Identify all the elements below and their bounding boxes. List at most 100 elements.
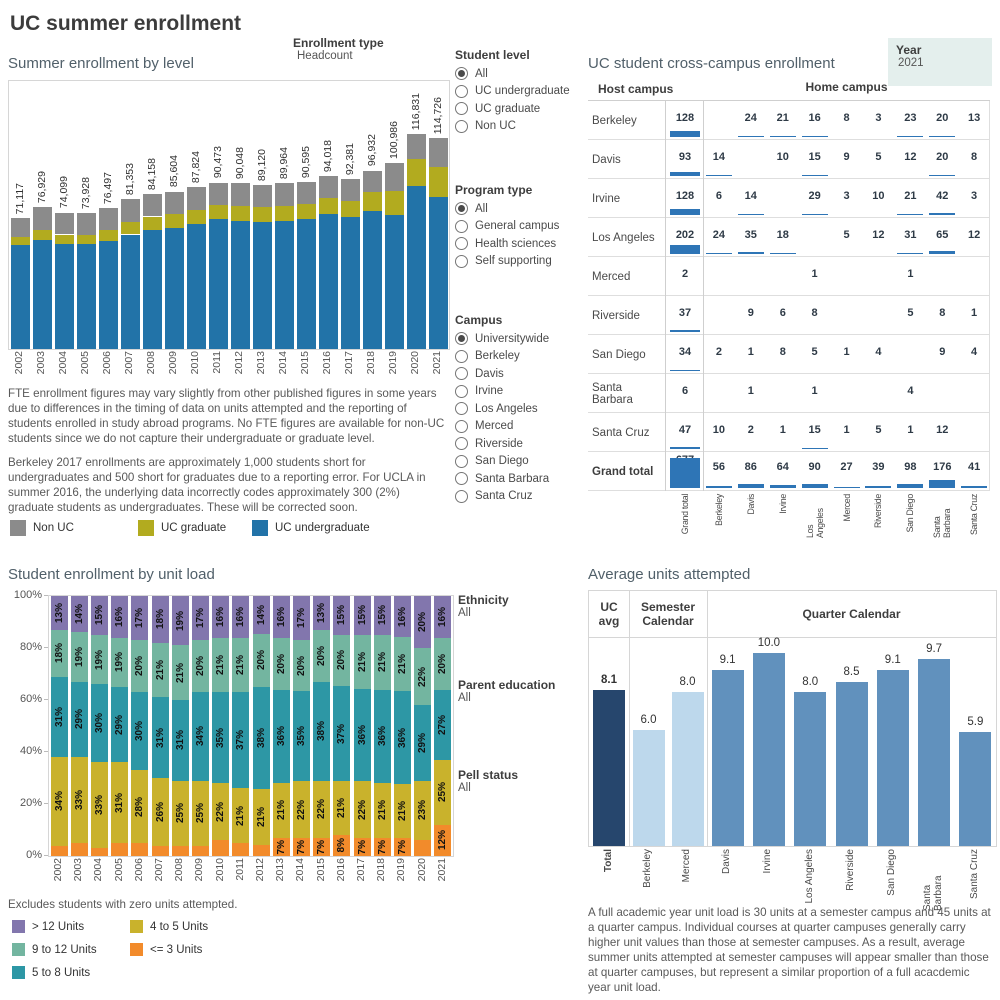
matrix-cell-value[interactable]: 15 [808,424,821,436]
enrollment-bar-segment[interactable] [362,210,382,349]
unit-load-segment[interactable] [414,840,432,856]
radio-selected-icon[interactable] [455,332,468,346]
matrix-cell-bar[interactable] [705,174,732,176]
matrix-cell-bar[interactable] [705,252,732,254]
unit-load-segment[interactable] [111,687,129,763]
unit-load-segment[interactable] [70,596,88,633]
matrix-cell-value[interactable]: 4 [971,346,978,358]
unit-load-segment[interactable] [272,596,290,638]
avg-units-bar-santa-cruz[interactable] [959,732,992,846]
filter-value[interactable]: All [458,782,471,794]
matrix-cell-value[interactable]: 15 [808,151,821,163]
unit-load-segment[interactable] [394,691,411,784]
enrollment-bar-segment[interactable] [406,134,426,159]
enrollment-bar-segment[interactable] [208,219,228,349]
grand-total-bar[interactable] [670,446,700,449]
unit-load-segment[interactable] [373,689,391,784]
enrollment-bar-segment[interactable] [318,214,338,349]
avg-units-bar-merced[interactable] [671,691,704,846]
enrollment-bar-segment[interactable] [54,234,74,245]
unit-load-segment[interactable] [252,789,270,846]
radio-option-student-level-all[interactable]: All [455,65,570,83]
unit-load-segment[interactable] [394,637,411,692]
unit-load-segment[interactable] [313,780,331,838]
enrollment-bar-segment[interactable] [252,207,272,222]
enrollment-bar-segment[interactable] [186,223,206,349]
enrollment-bar-segment[interactable] [340,201,360,218]
unit-load-segment[interactable] [171,845,189,856]
matrix-cell-bar[interactable] [897,135,924,137]
radio-option-campus-riverside[interactable]: Riverside [455,435,549,453]
matrix-cell-value[interactable]: 5 [875,424,882,436]
matrix-cell-value[interactable]: 3 [875,112,882,124]
matrix-cell-value[interactable]: 8 [971,151,978,163]
unit-load-segment[interactable] [91,596,108,635]
enrollment-bar-segment[interactable] [142,229,162,349]
radio-option-campus-irvine[interactable]: Irvine [455,383,549,401]
filter-value[interactable]: All [458,692,471,704]
unit-load-segment[interactable] [293,639,310,692]
radio-unselected-icon[interactable] [455,367,468,381]
unit-load-segment[interactable] [414,780,432,841]
radio-option-campus-merced[interactable]: Merced [455,418,549,436]
enrollment-bar-segment[interactable] [340,179,360,201]
enrollment-bar-segment[interactable] [10,237,30,245]
unit-load-segment[interactable] [192,780,209,846]
enrollment-bar-segment[interactable] [76,213,96,235]
matrix-cell-value[interactable]: 12 [967,229,981,241]
legend-item-uc-undergraduate[interactable]: UC undergraduate [252,520,370,536]
matrix-cell-value[interactable]: 12 [904,151,917,163]
enrollment-bar-segment[interactable] [164,214,184,228]
matrix-cell-bar[interactable] [929,480,956,488]
unit-load-segment[interactable] [333,781,351,836]
unit-load-segment[interactable] [353,634,371,689]
matrix-cell-bar[interactable] [897,252,924,254]
unit-load-segment[interactable] [252,596,270,634]
matrix-cell-bar[interactable] [833,486,860,488]
matrix-cell-bar[interactable] [929,174,956,176]
enrollment-bar-segment[interactable] [54,244,74,349]
unit-load-segment[interactable] [131,843,149,856]
matrix-cell-value[interactable]: 29 [808,190,821,202]
unit-load-segment[interactable] [192,640,209,693]
matrix-cell-value[interactable]: 56 [712,461,726,473]
unit-load-segment[interactable] [151,596,169,643]
matrix-cell-value[interactable]: 3 [843,190,850,202]
avg-units-bar-berkeley[interactable] [632,730,665,846]
unit-load-segment[interactable] [192,692,209,781]
unit-load-segment[interactable] [91,848,108,856]
enrollment-bar-segment[interactable] [318,176,338,198]
matrix-cell-value[interactable]: 1 [747,346,754,358]
enrollment-bar-segment[interactable] [208,182,228,205]
unit-load-segment[interactable] [91,762,108,849]
matrix-cell-value[interactable]: 27 [840,461,853,473]
unit-load-segment[interactable] [272,783,290,838]
grand-total-value[interactable]: 47 [678,424,692,436]
matrix-cell-value[interactable]: 1 [747,385,754,397]
matrix-cell-value[interactable]: 24 [712,229,726,241]
matrix-cell-bar[interactable] [737,135,764,137]
unit-load-segment[interactable] [293,596,310,640]
radio-option-student-level-non-uc[interactable]: Non UC [455,118,570,136]
unit-load-segment[interactable] [272,837,290,856]
enrollment-bar-segment[interactable] [164,191,184,215]
radio-option-campus-los-angeles[interactable]: Los Angeles [455,400,549,418]
matrix-cell-value[interactable]: 1 [811,385,818,397]
matrix-cell-value[interactable]: 4 [875,346,882,358]
matrix-cell-value[interactable]: 9 [747,307,754,319]
matrix-cell-bar[interactable] [769,135,796,137]
radio-option-campus-santa-barbara[interactable]: Santa Barbara [455,470,549,488]
unit-load-segment[interactable] [293,781,310,838]
unit-load-segment[interactable] [111,596,129,638]
unit-load-segment[interactable] [131,770,149,843]
radio-option-program-type-general-campus[interactable]: General campus [455,218,559,236]
matrix-cell-value[interactable]: 35 [744,229,757,241]
matrix-cell-value[interactable]: 21 [776,112,789,124]
radio-option-program-type-all[interactable]: All [455,200,559,218]
unit-load-segment[interactable] [333,634,351,687]
unit-load-segment[interactable] [70,757,88,843]
enrollment-bar-segment[interactable] [362,170,382,192]
enrollment-bar-segment[interactable] [384,163,404,192]
matrix-cell-bar[interactable] [929,135,956,137]
radio-unselected-icon[interactable] [455,454,468,468]
